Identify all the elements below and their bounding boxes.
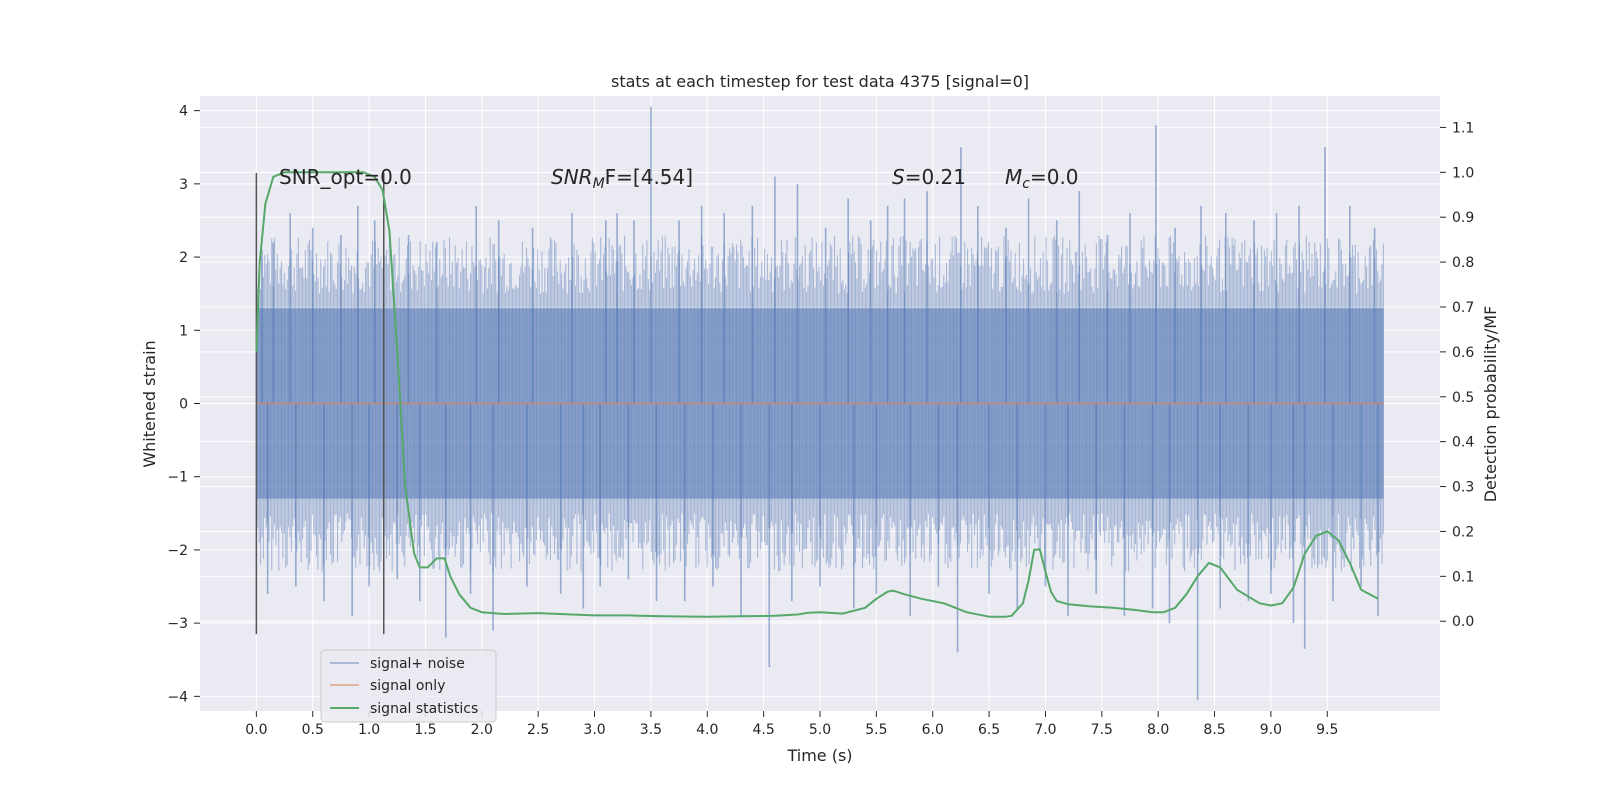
x-tick-label: 6.5 (978, 722, 1000, 738)
x-tick-label: 0.5 (302, 722, 324, 738)
y2-axis-label: Detection probability/MF (1481, 306, 1500, 503)
x-tick-label: 9.0 (1260, 722, 1282, 738)
y-tick-label: −2 (167, 543, 188, 559)
y-ticks: 4 3 2 1 0 −1 −2 −3 −4 (167, 104, 200, 705)
annotation-s-symbol: S (892, 165, 905, 189)
x-tick-label: 2.5 (527, 722, 549, 738)
y-axis-label: Whitened strain (140, 340, 159, 467)
annotation-mc-value: =0.0 (1030, 165, 1079, 189)
x-tick-label: 3.0 (583, 722, 605, 738)
annotation-snr-mf-suffix: F=[4.54] (605, 165, 693, 189)
x-tick-label: 2.0 (471, 722, 493, 738)
y2-tick-label: 0.3 (1452, 480, 1474, 496)
y2-tick-label: 0.5 (1452, 390, 1474, 406)
y2-ticks: 1.1 1.0 0.9 0.8 0.7 0.6 0.5 0.4 0.3 0.2 0.1 0.0 (1440, 120, 1474, 630)
y-tick-label: −3 (167, 616, 188, 632)
y-tick-label: 1 (179, 323, 188, 339)
y2-tick-label: 0.2 (1452, 524, 1474, 540)
legend-label-stats: signal statistics (370, 701, 478, 717)
x-tick-label: 7.5 (1091, 722, 1113, 738)
annotation-snr-mf-prefix: SNR (551, 165, 593, 189)
y-tick-label: 3 (179, 177, 188, 193)
x-tick-label: 8.5 (1203, 722, 1225, 738)
x-tick-label: 4.5 (753, 722, 775, 738)
x-tick-label: 6.0 (922, 722, 944, 738)
annotation-s-value: =0.21 (905, 165, 966, 189)
vertical-markers (255, 172, 385, 635)
x-tick-label: 1.0 (358, 722, 380, 738)
noise-series (255, 106, 1384, 701)
x-tick-label: 9.5 (1316, 722, 1338, 738)
y2-tick-label: 0.9 (1452, 210, 1474, 226)
x-tick-label: 5.0 (809, 722, 831, 738)
legend-box (320, 649, 497, 723)
annotation-mc: Mc=0.0 (1005, 165, 1079, 192)
y-tick-label: 0 (179, 397, 188, 413)
x-ticks: 0.0 0.5 1.0 1.5 2.0 2.5 3.0 3.5 4.0 4.5 5.0 5.5 6.0 6… (245, 711, 1338, 738)
annotation-snr-mf: SNRMF=[4.54] (551, 165, 693, 192)
annotation-snr-mf-sub: M (593, 176, 605, 192)
annotations: SNR_opt=0.0 SNRMF=[4.54] S=0.21 Mc=0.0 (279, 165, 1079, 192)
y2-tick-label: 0.0 (1452, 614, 1474, 630)
y2-tick-label: 0.1 (1452, 569, 1474, 585)
annotation-mc-symbol: M (1005, 165, 1022, 189)
y2-tick-label: 1.0 (1452, 165, 1474, 181)
y2-tick-label: 1.1 (1452, 120, 1474, 136)
y-tick-label: 2 (179, 250, 188, 266)
y2-tick-label: 0.7 (1452, 300, 1474, 316)
signal-statistics-line (255, 171, 1379, 618)
y2-tick-label: 0.4 (1452, 435, 1474, 451)
y-tick-label: −4 (167, 689, 188, 705)
legend-label-signal: signal only (370, 678, 445, 694)
chart-title: stats at each timestep for test data 437… (611, 72, 1029, 91)
annotation-s: S=0.21 (892, 165, 966, 189)
legend: signal+ noise signal only signal statist… (320, 649, 497, 723)
x-axis-label: Time (s) (786, 746, 852, 765)
x-tick-label: 3.5 (640, 722, 662, 738)
x-tick-label: 4.0 (696, 722, 718, 738)
annotation-snr-opt: SNR_opt=0.0 (279, 165, 412, 189)
stats-series (255, 171, 1379, 618)
x-tick-label: 5.5 (865, 722, 887, 738)
annotation-mc-sub: c (1022, 176, 1030, 192)
x-tick-label: 8.0 (1147, 722, 1169, 738)
y2-tick-label: 0.8 (1452, 255, 1474, 271)
y-tick-label: 4 (179, 104, 188, 120)
legend-label-noise: signal+ noise (370, 656, 465, 672)
y2-tick-label: 0.6 (1452, 345, 1474, 361)
x-tick-label: 0.0 (245, 722, 267, 738)
y-tick-label: −1 (167, 470, 188, 486)
x-tick-label: 1.5 (414, 722, 436, 738)
x-tick-label: 7.0 (1034, 722, 1056, 738)
